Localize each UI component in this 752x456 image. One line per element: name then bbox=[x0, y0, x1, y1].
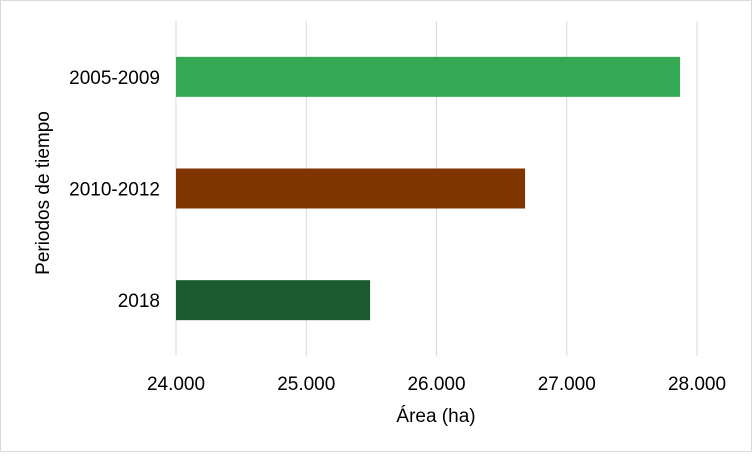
x-tick-label: 28.000 bbox=[668, 374, 726, 395]
bar-2005-2009 bbox=[176, 56, 681, 97]
category-labels: 2005-2009 2010-2012 2018 bbox=[69, 68, 160, 312]
category-label: 2005-2009 bbox=[69, 68, 160, 89]
x-axis-title: Área (ha) bbox=[396, 406, 475, 427]
category-label: 2018 bbox=[118, 291, 160, 312]
x-tick-label: 27.000 bbox=[538, 374, 596, 395]
x-tick-label: 25.000 bbox=[277, 374, 335, 395]
bar-2010-2012 bbox=[176, 168, 526, 209]
x-tick-labels: 24.000 25.000 26.000 27.000 28.000 bbox=[147, 374, 726, 395]
category-label: 2010-2012 bbox=[69, 180, 160, 201]
x-tick-label: 24.000 bbox=[147, 374, 205, 395]
x-tick-label: 26.000 bbox=[407, 374, 465, 395]
bars bbox=[176, 56, 681, 321]
bar-2018 bbox=[176, 280, 371, 321]
y-axis-title: Periodos de tiempo bbox=[33, 111, 54, 275]
